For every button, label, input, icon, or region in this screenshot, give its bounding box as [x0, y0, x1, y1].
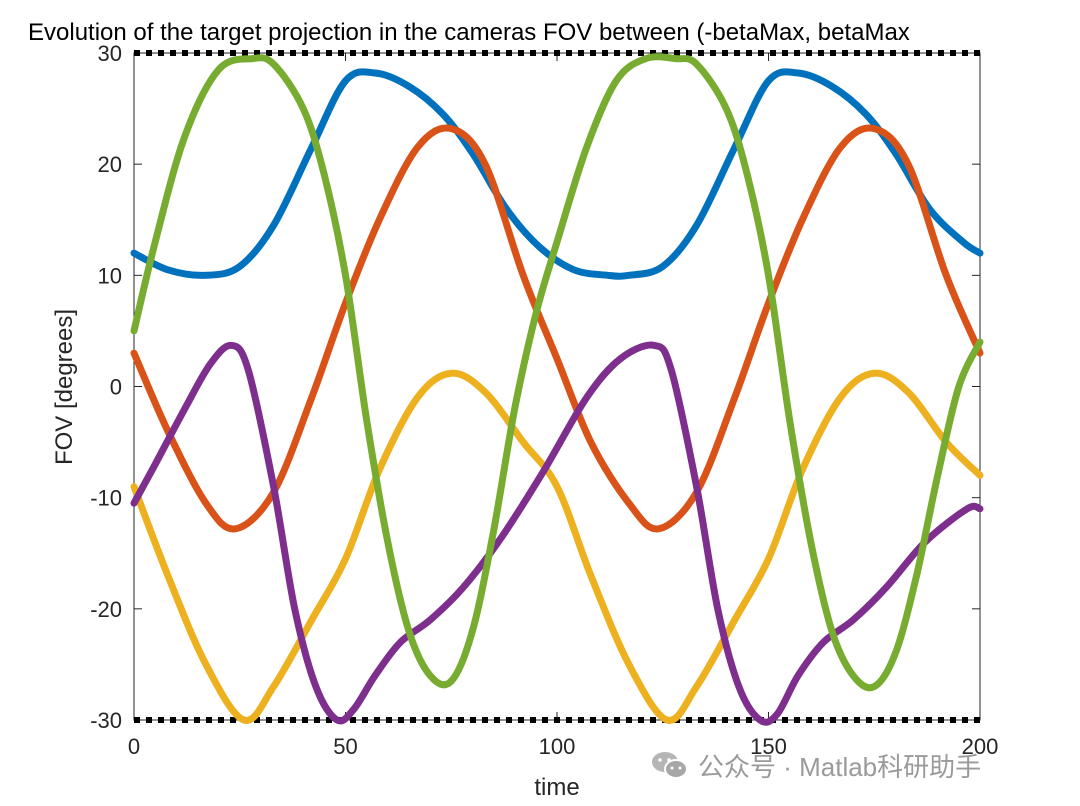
y-tick-label: -10 [90, 486, 122, 511]
x-tick-label: 150 [750, 734, 787, 759]
x-tick-label: 100 [539, 734, 576, 759]
y-axis-label: FOV [degrees] [51, 309, 78, 465]
plot-area: 0 50 100 150 200 -30 -20 -10 0 10 20 30 [90, 41, 998, 759]
series-line-5 [130, 53, 984, 692]
x-axis-label: time [534, 774, 579, 801]
x-tick-label: 200 [962, 734, 999, 759]
series-line-1 [130, 68, 984, 280]
y-tick-label: 20 [98, 152, 122, 177]
series-line-4 [130, 341, 984, 726]
series-line-3 [130, 369, 984, 724]
y-tick-label: -30 [90, 708, 122, 733]
series-line-2 [130, 124, 984, 533]
chart-title: Evolution of the target projection in th… [28, 19, 910, 46]
y-tick-label: 0 [110, 375, 122, 400]
x-tick-label: 0 [128, 734, 140, 759]
y-tick-label: 10 [98, 263, 122, 288]
wechat-icon [650, 749, 690, 781]
watermark: 公众号 · Matlab科研助手 [650, 745, 981, 785]
watermark-text: 公众号 · Matlab科研助手 [698, 751, 982, 782]
y-tick-label: -20 [90, 597, 122, 622]
x-tick-label: 50 [333, 734, 357, 759]
y-tick-label: 30 [98, 41, 122, 66]
